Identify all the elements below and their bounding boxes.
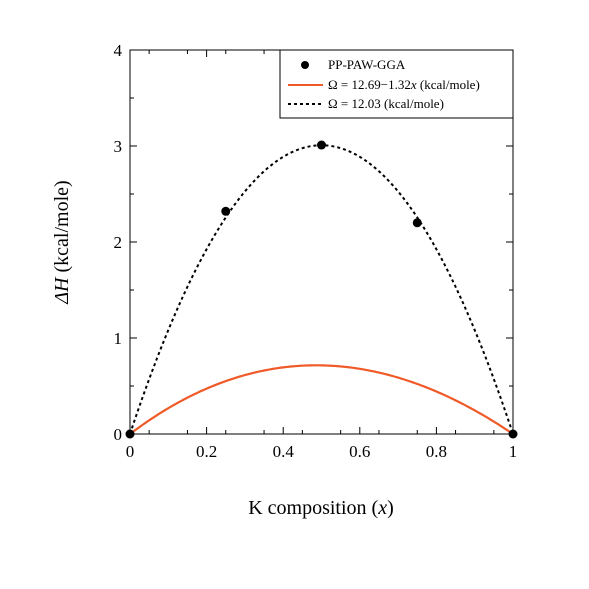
y-tick-label: 1 <box>114 329 123 348</box>
legend-marker-dot <box>301 61 309 69</box>
y-tick-label: 4 <box>114 41 123 60</box>
x-tick-label: 0.8 <box>426 442 447 461</box>
y-tick-label: 2 <box>114 233 123 252</box>
legend-label-pp-paw-gga: PP-PAW-GGA <box>328 57 406 72</box>
x-tick-label: 0.2 <box>196 442 217 461</box>
x-tick-label: 0.4 <box>273 442 295 461</box>
data-points <box>125 140 518 439</box>
legend-label-omega-constant: Ω = 12.03 (kcal/mole) <box>328 96 444 111</box>
y-tick-label: 0 <box>114 425 123 444</box>
series-line-omega-constant <box>129 144 514 435</box>
data-point <box>508 429 518 439</box>
x-tick-label: 1 <box>509 442 518 461</box>
series-line-omega-linear <box>129 364 514 435</box>
y-axis-title: ΔH (kcal/mole) <box>51 180 73 304</box>
x-tick-label: 0 <box>126 442 135 461</box>
data-point <box>317 140 326 150</box>
x-tick-label: 0.6 <box>349 442 370 461</box>
data-point <box>125 429 135 439</box>
data-point <box>412 218 422 228</box>
x-axis-title: K composition (x) <box>248 497 394 519</box>
legend-label-omega-linear: Ω = 12.69−1.32x (kcal/mole) <box>328 77 480 92</box>
fit-curves <box>129 144 514 435</box>
y-tick-label: 3 <box>114 137 123 156</box>
data-point <box>221 206 231 216</box>
legend: PP-PAW-GGA Ω = 12.69−1.32x (kcal/mole) Ω… <box>279 49 514 119</box>
